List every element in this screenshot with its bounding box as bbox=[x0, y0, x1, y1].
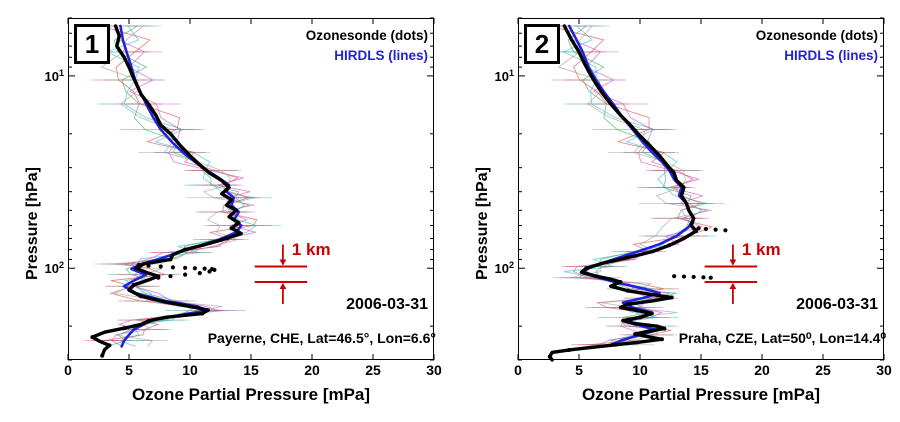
x-axis-label-1: Ozone Partial Pressure [mPa] bbox=[131, 385, 371, 404]
date-label-1: 2006-03-31 bbox=[346, 296, 428, 313]
y-tick-label: 102 bbox=[494, 260, 514, 277]
x-tick-label: 25 bbox=[815, 362, 831, 378]
x-tick-label: 10 bbox=[632, 362, 648, 378]
x-axis-label-2: Ozone Partial Pressure [mPa] bbox=[581, 385, 821, 404]
x-tick-label: 20 bbox=[304, 362, 320, 378]
station-label-1: Payerne, CHE, Lat=46.5°, Lon=6.6° bbox=[207, 330, 436, 346]
x-tick-label: 25 bbox=[365, 362, 381, 378]
y-tick-label: 102 bbox=[44, 260, 64, 277]
x-tick-label: 30 bbox=[876, 362, 892, 378]
y-axis-label-2: Pressure [hPa] bbox=[474, 167, 491, 280]
panel-badge-1: 1 bbox=[74, 24, 110, 64]
scalebar-label-1: 1 km bbox=[291, 239, 331, 259]
date-label-2: 2006-03-31 bbox=[796, 296, 878, 313]
y-tick-label: 101 bbox=[494, 67, 514, 85]
panel-badge-2: 2 bbox=[524, 24, 560, 64]
y-tick-label: 101 bbox=[44, 67, 64, 85]
x-tick-label: 5 bbox=[125, 362, 133, 378]
x-tick-label: 0 bbox=[514, 362, 522, 378]
x-tick-label: 5 bbox=[575, 362, 583, 378]
scalebar-label-2: 1 km bbox=[741, 239, 781, 259]
legend-sonde-label: Ozonesonde (dots) bbox=[755, 28, 878, 43]
x-tick-label: 10 bbox=[182, 362, 198, 378]
legend-sonde-label: Ozonesonde (dots) bbox=[305, 28, 428, 43]
x-tick-label: 0 bbox=[64, 362, 72, 378]
x-tick-label: 15 bbox=[243, 362, 259, 378]
x-tick-label: 30 bbox=[426, 362, 442, 378]
legend-hirdls-label: HIRDLS (lines) bbox=[334, 47, 428, 63]
x-tick-label: 15 bbox=[693, 362, 709, 378]
station-label-2: Praha, CZE, Lat=50⁰, Lon=14.4⁰ bbox=[678, 330, 886, 346]
legend-hirdls-label: HIRDLS (lines) bbox=[784, 47, 878, 63]
legend-1: Ozonesonde (dots) HIRDLS (lines) bbox=[306, 26, 428, 65]
panel-payerne: 1 Ozonesonde (dots) HIRDLS (lines) 1 km … bbox=[24, 17, 442, 404]
x-tick-label: 20 bbox=[754, 362, 770, 378]
panel-praha: 2 Ozonesonde (dots) HIRDLS (lines) 1 km … bbox=[450, 0, 900, 422]
y-axis-label-1: Pressure [hPa] bbox=[24, 167, 41, 280]
legend-2: Ozonesonde (dots) HIRDLS (lines) bbox=[756, 26, 878, 65]
